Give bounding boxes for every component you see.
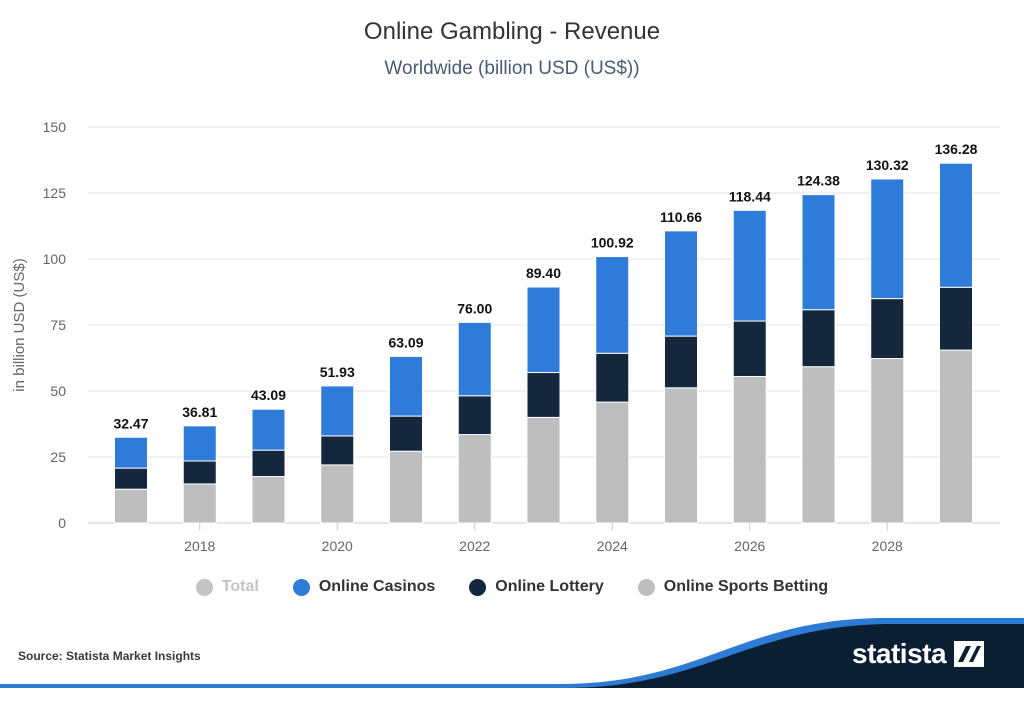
- total-data-label: 32.47: [113, 415, 148, 431]
- total-data-label: 63.09: [388, 334, 423, 350]
- legend-dot-icon: [195, 578, 213, 596]
- bar-segment-online-lottery[interactable]: [664, 335, 698, 389]
- bar-segment-online-lottery[interactable]: [595, 352, 630, 403]
- bar-segment-online-lottery[interactable]: [526, 372, 561, 418]
- bar-segment-online-sports-betting[interactable]: [939, 349, 973, 524]
- bar-segment-online-sports-betting[interactable]: [870, 358, 905, 524]
- y-tick-label: 150: [43, 119, 67, 135]
- x-axis-ticks: 2018 2020 2022 2024 2026 2028: [184, 523, 903, 554]
- bar-segment-online-casinos[interactable]: [801, 194, 836, 311]
- total-data-label: 100.92: [591, 235, 634, 251]
- footer-white-strip: [0, 688, 1024, 702]
- chart-subtitle: Worldwide (billion USD (US$)): [384, 58, 640, 79]
- bar-segment-online-lottery[interactable]: [457, 395, 492, 436]
- bar-segment-online-sports-betting[interactable]: [732, 375, 767, 524]
- x-tick-label: 2028: [872, 538, 903, 554]
- footer-band: [0, 618, 1024, 702]
- x-tick-label: 2026: [734, 538, 765, 554]
- total-data-label: 76.00: [457, 300, 492, 316]
- bar-segment-online-sports-betting[interactable]: [595, 401, 630, 524]
- legend-label: Online Lottery: [495, 578, 604, 595]
- total-data-label: 130.32: [866, 157, 909, 173]
- bar-segment-online-sports-betting[interactable]: [114, 488, 148, 524]
- x-tick-label: 2022: [459, 538, 490, 554]
- bar-segment-online-casinos[interactable]: [595, 256, 630, 354]
- bar-segment-online-casinos[interactable]: [182, 425, 217, 462]
- total-data-label: 51.93: [320, 364, 355, 380]
- bar-segment-online-casinos[interactable]: [457, 321, 492, 397]
- legend-dot-icon: [292, 578, 310, 596]
- bar-segment-online-lottery[interactable]: [389, 415, 423, 452]
- bar-segment-online-sports-betting[interactable]: [526, 416, 561, 524]
- bar-segment-online-lottery[interactable]: [251, 449, 286, 478]
- bar-segment-online-lottery[interactable]: [870, 298, 905, 360]
- legend-dot-icon: [637, 578, 655, 596]
- bar-segment-online-lottery[interactable]: [320, 435, 355, 466]
- bars: [114, 162, 973, 524]
- bar-segment-online-lottery[interactable]: [732, 320, 767, 377]
- y-tick-label: 75: [50, 317, 66, 333]
- bar-segment-online-lottery[interactable]: [182, 460, 217, 485]
- bar-segment-online-sports-betting[interactable]: [320, 464, 355, 524]
- y-tick-label: 25: [50, 449, 66, 465]
- total-data-label: 89.40: [526, 265, 561, 281]
- legend-label: Total: [221, 578, 259, 595]
- bar-segment-online-casinos[interactable]: [320, 385, 355, 437]
- total-data-label: 118.44: [729, 188, 771, 204]
- bar-segment-online-casinos[interactable]: [870, 178, 905, 300]
- x-tick-label: 2020: [322, 538, 353, 554]
- bar-segment-online-casinos[interactable]: [114, 436, 148, 469]
- y-axis-ticks: 0 25 50 75 100 125 150: [43, 119, 67, 531]
- y-tick-label: 125: [43, 185, 67, 201]
- bar-segment-online-lottery[interactable]: [114, 467, 148, 490]
- total-data-label: 36.81: [182, 404, 217, 420]
- chart-title: Online Gambling - Revenue: [363, 18, 661, 45]
- bar-segment-online-casinos[interactable]: [389, 355, 423, 417]
- total-data-label: 124.38: [797, 173, 840, 189]
- y-tick-label: 50: [50, 383, 66, 399]
- x-tick-label: 2024: [597, 538, 628, 554]
- total-data-label: 136.28: [935, 141, 978, 157]
- legend-label: Online Casinos: [318, 578, 436, 595]
- total-labels: 32.47 36.81 43.09 51.93 63.09 76.00 89.40 100.9…: [113, 141, 977, 431]
- y-axis-label: in billion USD (US$): [11, 258, 28, 391]
- bar-segment-online-casinos[interactable]: [939, 162, 973, 288]
- bar-segment-online-sports-betting[interactable]: [389, 450, 423, 524]
- y-tick-label: 0: [58, 515, 66, 531]
- bar-segment-online-sports-betting[interactable]: [457, 434, 492, 524]
- bar-segment-online-sports-betting[interactable]: [182, 483, 217, 524]
- y-tick-label: 100: [43, 251, 67, 267]
- bar-segment-online-sports-betting[interactable]: [664, 387, 698, 524]
- legend-label: Online Sports Betting: [663, 578, 829, 595]
- legend-item-online-casinos[interactable]: Online Casinos: [292, 578, 436, 596]
- footer-dark-panel: [0, 624, 1024, 702]
- source-text: Source: Statista Market Insights: [18, 649, 201, 663]
- legend-item-online-sports-betting[interactable]: Online Sports Betting: [637, 578, 829, 596]
- legend-item-total[interactable]: Total: [195, 578, 259, 596]
- bar-segment-online-casinos[interactable]: [526, 286, 561, 374]
- statista-logo-icon: [954, 641, 985, 667]
- total-data-label: 110.66: [660, 209, 702, 225]
- legend-dot-icon: [469, 578, 487, 596]
- bar-segment-online-lottery[interactable]: [801, 309, 836, 368]
- x-tick-label: 2018: [184, 538, 215, 554]
- bar-segment-online-casinos[interactable]: [664, 230, 698, 337]
- bar-segment-online-lottery[interactable]: [939, 286, 973, 351]
- bar-segment-online-sports-betting[interactable]: [801, 366, 836, 524]
- bar-segment-online-sports-betting[interactable]: [251, 476, 286, 524]
- legend: Total Online Casinos Online Lottery Onli…: [0, 578, 1024, 596]
- bar-segment-online-casinos[interactable]: [732, 209, 767, 322]
- brand-wordmark: statista: [852, 638, 947, 669]
- legend-item-online-lottery[interactable]: Online Lottery: [469, 578, 604, 596]
- bar-segment-online-casinos[interactable]: [251, 408, 286, 451]
- total-data-label: 43.09: [251, 387, 286, 403]
- statista-logo[interactable]: statista: [852, 638, 985, 670]
